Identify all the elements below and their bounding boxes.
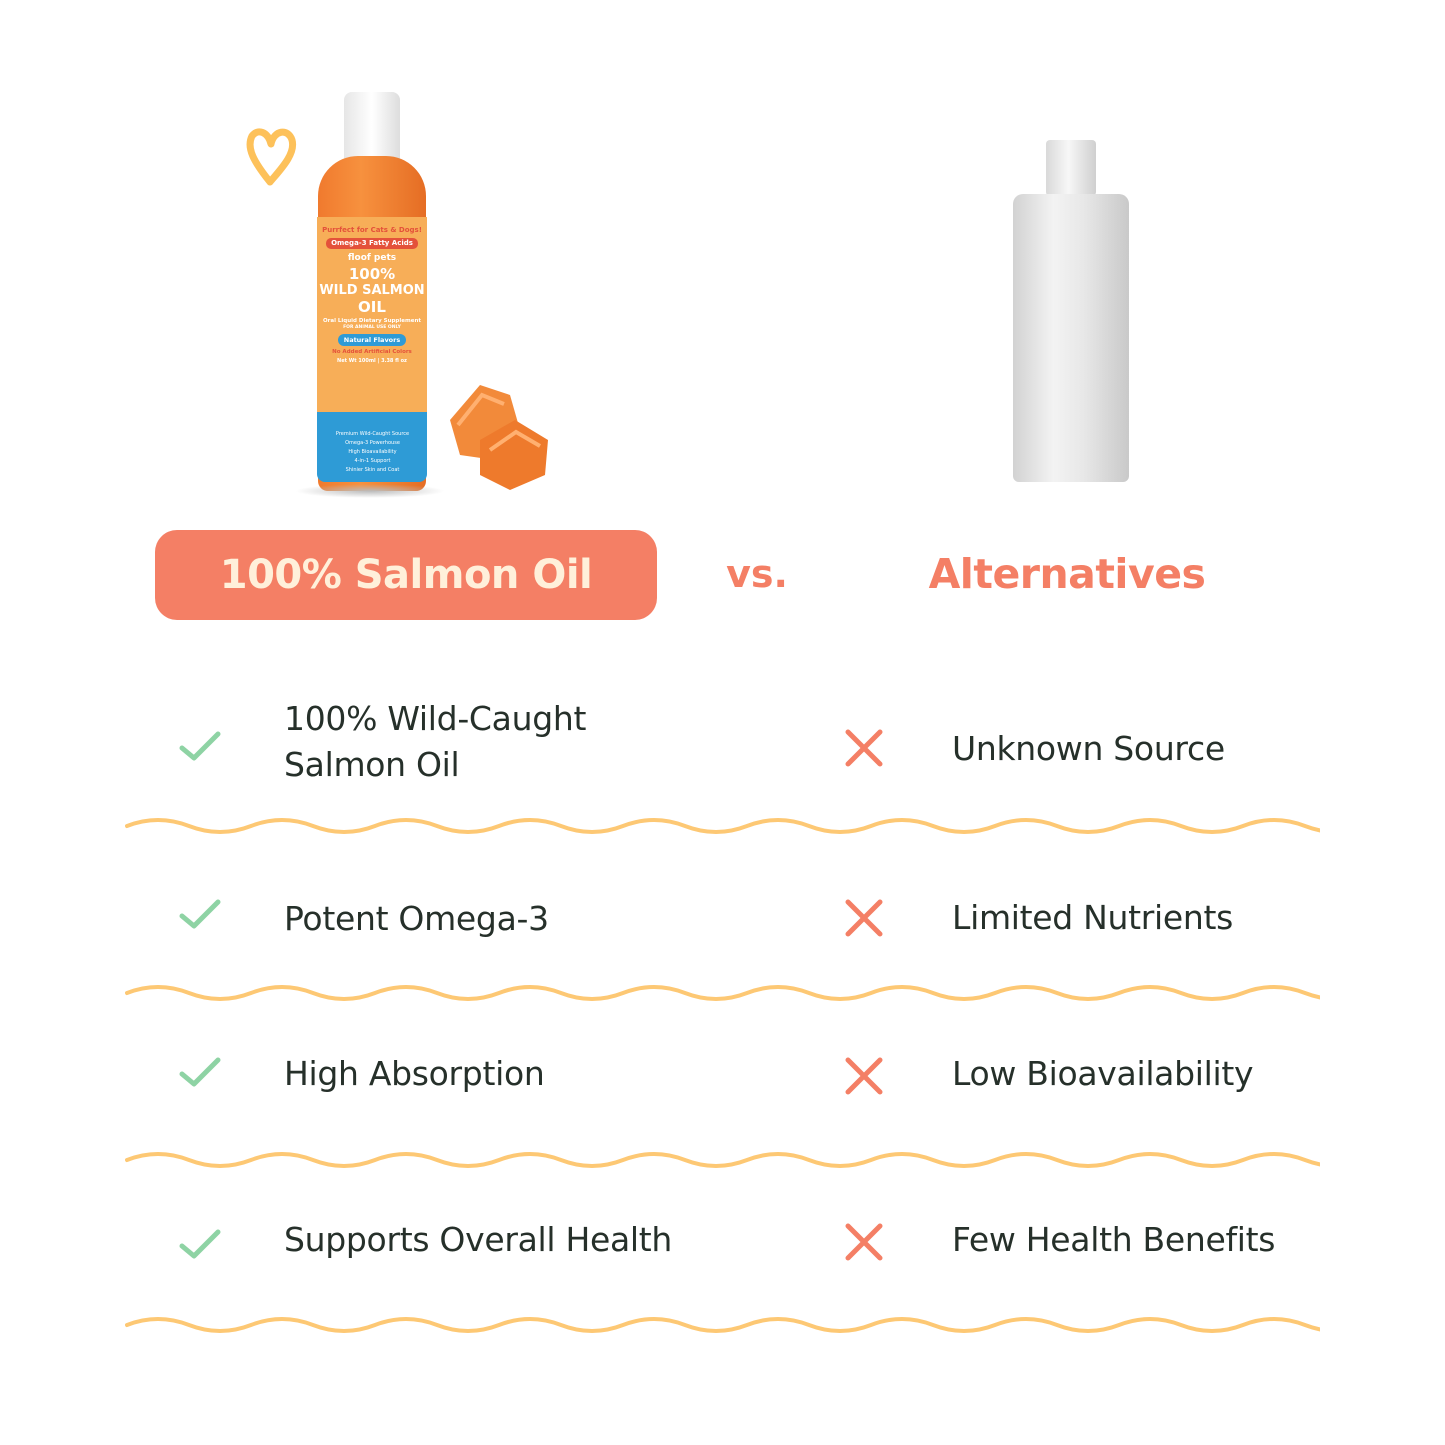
label-badge: Omega-3 Fatty Acids <box>326 238 418 249</box>
wavy-divider <box>125 818 1320 834</box>
con-text: Unknown Source <box>952 729 1225 768</box>
pro-text: High Absorption <box>284 1054 545 1093</box>
label-use: FOR ANIMAL USE ONLY <box>343 325 401 330</box>
salmon-chunk-image <box>450 385 548 490</box>
wavy-divider <box>125 1317 1320 1333</box>
label-feature: Premium Wild-Caught Source <box>335 431 410 437</box>
generic-bottle <box>1010 140 1132 485</box>
check-icon <box>179 1229 221 1259</box>
con-text: Limited Nutrients <box>952 898 1234 937</box>
label-net-wt: Net Wt 100ml | 3.38 fl oz <box>337 358 407 364</box>
label-features: Premium Wild-Caught Source Omega-3 Power… <box>320 430 425 475</box>
check-icon <box>179 1057 221 1087</box>
label-colors-note: No Added Artificial Colors <box>332 349 412 355</box>
bottle-label: Purrfect for Cats & Dogs! Omega-3 Fatty … <box>317 226 427 365</box>
con-text: Low Bioavailability <box>952 1054 1254 1093</box>
heart-icon <box>246 128 297 186</box>
label-name-2: WILD SALMON <box>319 283 425 298</box>
label-subtitle: Oral Liquid Dietary Supplement <box>323 318 421 324</box>
check-icon <box>179 731 221 761</box>
pro-text: Supports Overall Health <box>284 1220 673 1259</box>
pro-text: Potent Omega-3 <box>284 899 549 938</box>
pro-text: Salmon Oil <box>284 745 460 784</box>
salmon-oil-title: 100% Salmon Oil <box>219 552 593 598</box>
label-name-3: OIL <box>358 298 386 316</box>
con-text: Few Health Benefits <box>952 1220 1276 1259</box>
label-feature: High Bioavailability <box>348 449 397 455</box>
label-flavor: Natural Flavors <box>337 334 407 346</box>
pro-text: 100% Wild-Caught <box>284 699 587 738</box>
wavy-divider <box>125 1152 1320 1168</box>
label-tagline: Purrfect for Cats & Dogs! <box>322 226 422 234</box>
cross-icon <box>845 899 883 937</box>
salmon-oil-header: 100% Salmon Oil <box>155 530 657 620</box>
cross-icon <box>845 729 883 767</box>
label-feature: Omega-3 Powerhouse <box>345 440 400 446</box>
wavy-divider <box>125 985 1320 1001</box>
alternatives-title: Alternatives <box>928 550 1206 598</box>
label-name-1: 100% <box>348 265 396 283</box>
check-icon <box>179 899 221 929</box>
vs-label: vs. <box>726 552 788 596</box>
cross-icon <box>845 1223 883 1261</box>
salmon-oil-bottle: Purrfect for Cats & Dogs! Omega-3 Fatty … <box>295 92 445 502</box>
cross-icon <box>845 1057 883 1095</box>
label-feature: Shinier Skin and Coat <box>345 467 400 473</box>
label-brand: floof pets <box>347 253 397 263</box>
label-feature: 4-in-1 Support <box>354 458 391 464</box>
